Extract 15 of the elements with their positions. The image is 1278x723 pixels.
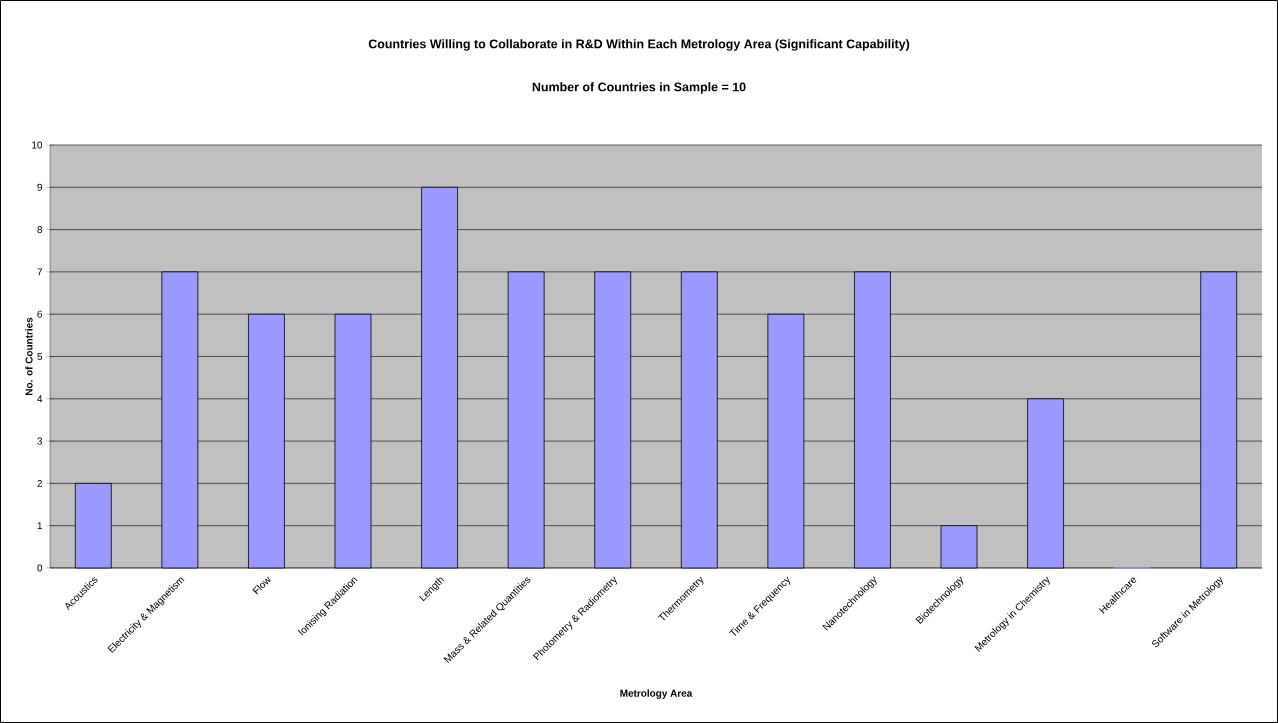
y-tick-label: 3	[37, 437, 43, 445]
y-tick-label: 7	[37, 268, 42, 276]
y-tick-label: 0	[37, 564, 43, 572]
y-tick-label: 9	[37, 183, 43, 191]
chart-subtitle: Number of Countries in Sample = 10	[532, 82, 746, 94]
y-tick-label: 2	[37, 479, 42, 487]
x-axis-title: Metrology Area	[620, 689, 693, 699]
y-tick-label: 10	[32, 141, 43, 149]
chart-title: Countries Willing to Collaborate in R&D Within Each Metrology Area (Significant Capability)	[368, 39, 910, 51]
y-tick-label: 1	[37, 522, 43, 530]
y-axis-title: No. of Countries	[25, 317, 33, 396]
y-tick-label: 4	[37, 395, 43, 403]
y-tick-label: 5	[37, 353, 43, 360]
y-tick-label: 8	[37, 226, 43, 234]
y-tick-label: 6	[37, 310, 43, 318]
